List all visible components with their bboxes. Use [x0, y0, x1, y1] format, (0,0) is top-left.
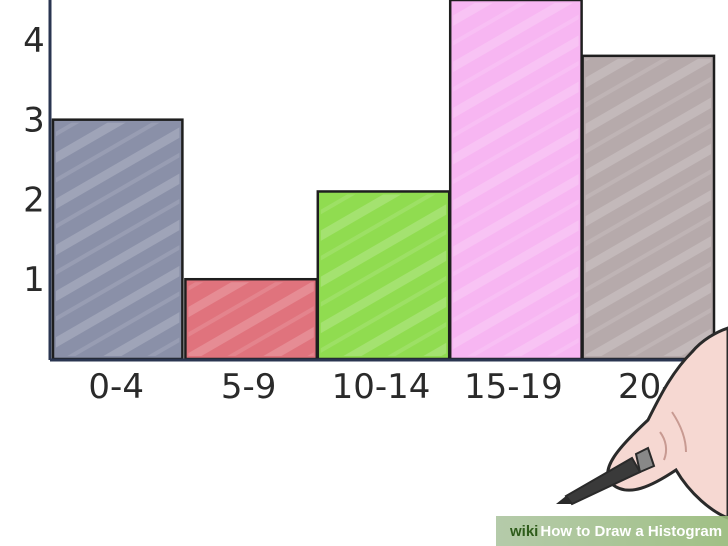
- x-tick-label-3: 15-19: [464, 367, 563, 407]
- bars-group: [51, 0, 716, 361]
- bar-sheen-5-9: [188, 282, 314, 356]
- bar-sheen-15-19: [453, 3, 579, 356]
- bar-sheen-10-14: [320, 194, 447, 356]
- watermark-brand: wiki: [510, 522, 539, 540]
- x-tick-label-1: 5-9: [221, 367, 277, 407]
- x-tick-label-0: 0-4: [88, 367, 144, 407]
- bar-sheen-0-4: [56, 122, 180, 357]
- y-tick-label-2: 2: [23, 180, 45, 220]
- x-labels-group: 0-4 5-9 10-14 15-19 20-: [88, 367, 673, 407]
- watermark-title: How to Draw a Histogram: [540, 522, 723, 540]
- y-tick-label-1: 1: [23, 260, 45, 300]
- y-tick-label-4: 4: [23, 21, 45, 61]
- y-tick-label-3: 3: [23, 101, 45, 141]
- bar-sheen-20-24: [585, 58, 711, 356]
- y-ticks-group: 1 2 3 4: [23, 21, 45, 300]
- wikihow-watermark: wiki How to Draw a Histogram: [496, 516, 728, 546]
- axes-group: [48, 0, 728, 362]
- x-tick-label-2: 10-14: [332, 367, 431, 407]
